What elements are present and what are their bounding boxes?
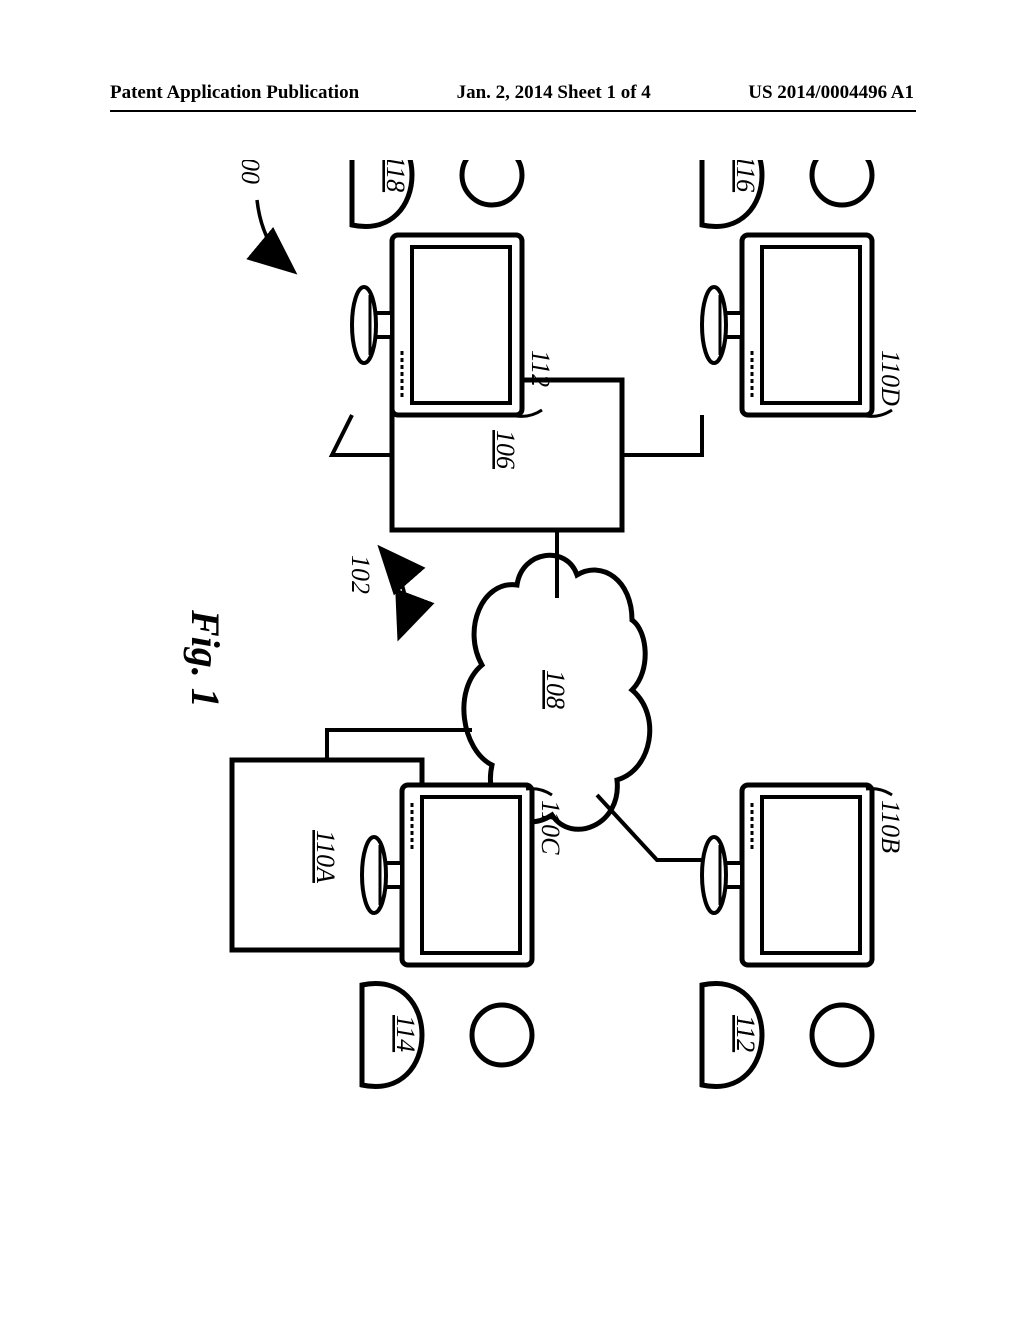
person-114: 114 [362,984,532,1087]
label-104: 106 [491,430,520,469]
figure-title: Fig. 1 [183,609,228,708]
figure-svg: 108 106 110A [62,160,962,1170]
label-110b: 110C [536,800,565,855]
label-100: 100 [236,160,265,184]
edge-104-110c [622,415,702,455]
label-110a: 110B [876,800,905,853]
monitor-110a [702,785,872,965]
person-112: 112 [702,984,872,1087]
label-112-real: 112 [731,1015,760,1052]
label-110d: 112 [526,350,555,387]
box-106: 110A [232,760,422,950]
page: Patent Application Publication Jan. 2, 2… [0,0,1024,1320]
figure-svg-wrap: 108 106 110A [62,160,962,1170]
header-center: Jan. 2, 2014 Sheet 1 of 4 [457,82,651,104]
ref-100: 100 [236,160,292,270]
monitor-110c [702,235,872,415]
header-right: US 2014/0004496 A1 [748,82,914,104]
label-102: 102 [346,555,375,594]
person-118: 118 [352,160,522,226]
label-106: 110A [311,830,340,883]
label-108: 108 [541,670,570,709]
label-116: 116 [731,160,760,192]
label-114: 114 [391,1015,420,1052]
person-116: 116 [702,160,872,226]
header-left: Patent Application Publication [110,82,359,104]
label-118: 118 [381,160,410,192]
page-header: Patent Application Publication Jan. 2, 2… [0,82,1024,104]
edge-108-106 [327,730,472,760]
label-110c: 110D [876,350,905,406]
edge-104-110d [332,415,392,455]
monitor-110d [352,235,522,415]
header-rule [110,110,916,112]
figure-1: 108 106 110A [7,215,1017,1115]
ref-102: 102 [346,550,406,635]
